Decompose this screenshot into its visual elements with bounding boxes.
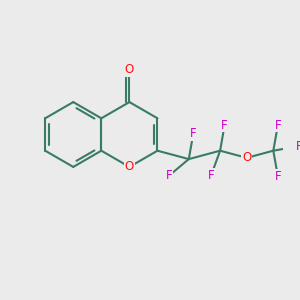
Text: O: O [125,63,134,76]
Text: O: O [125,160,134,173]
Text: F: F [190,127,196,140]
Text: F: F [274,119,281,132]
Text: F: F [166,169,172,182]
Text: F: F [208,169,214,182]
Text: F: F [221,119,228,132]
Text: O: O [242,151,251,164]
Text: F: F [274,170,281,183]
Text: F: F [296,140,300,153]
